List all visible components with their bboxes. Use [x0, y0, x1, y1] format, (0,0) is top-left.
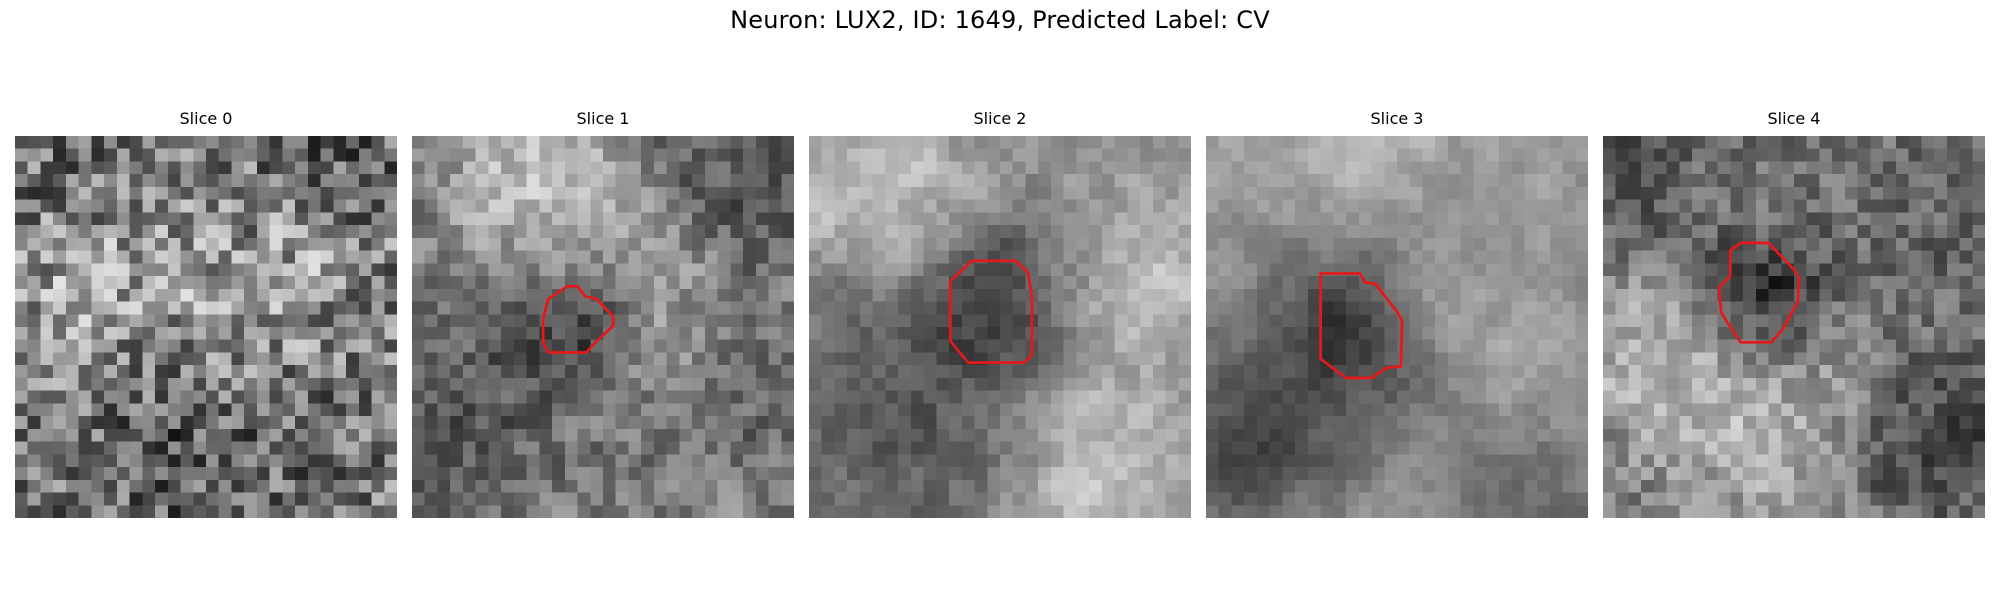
- slice-image-3: [1206, 136, 1588, 518]
- slice-panel-2: Slice 2: [809, 106, 1191, 518]
- slice-panel-0: Slice 0: [15, 106, 397, 518]
- slice-title-3: Slice 3: [1370, 109, 1424, 128]
- slice-panel-4: Slice 4: [1603, 106, 1985, 518]
- slice-panel-3: Slice 3: [1206, 106, 1588, 518]
- slice-title-4: Slice 4: [1767, 109, 1821, 128]
- slice-image-2: [809, 136, 1191, 518]
- slice-title-0: Slice 0: [179, 109, 233, 128]
- slice-panel-1: Slice 1: [412, 106, 794, 518]
- roi-contour-3: [1319, 272, 1404, 380]
- figure-title: Neuron: LUX2, ID: 1649, Predicted Label:…: [730, 6, 1270, 34]
- roi-contour-2: [948, 259, 1034, 365]
- slice-image-0: [15, 136, 397, 518]
- roi-contour-1: [541, 284, 615, 354]
- roi-contour-4: [1717, 241, 1801, 344]
- slice-title-2: Slice 2: [973, 109, 1027, 128]
- slice-title-1: Slice 1: [576, 109, 630, 128]
- slice-image-4: [1603, 136, 1985, 518]
- slice-image-1: [412, 136, 794, 518]
